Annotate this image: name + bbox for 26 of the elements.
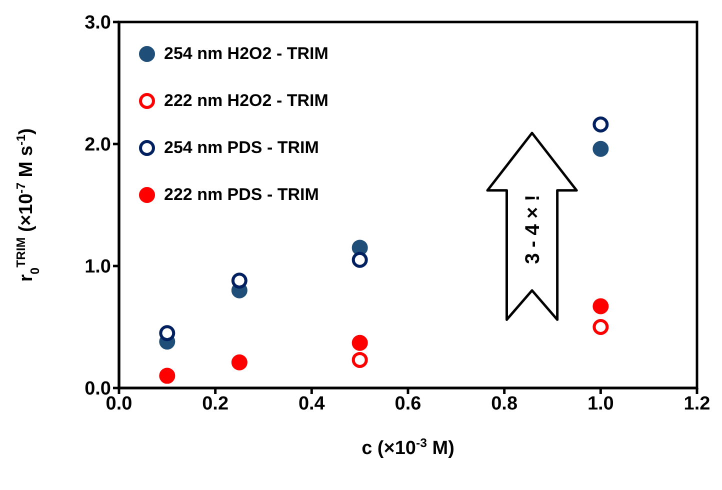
point	[352, 334, 368, 351]
point	[592, 319, 609, 335]
x-tick-label: 0.6	[394, 393, 422, 414]
x-tick-label: 1.0	[587, 393, 614, 414]
legend-label: 222 nm PDS - TRIM	[164, 184, 319, 204]
y-tick-label: 3.0	[84, 12, 111, 34]
point	[159, 325, 176, 342]
point	[159, 368, 176, 384]
x-tick-label: 0.8	[491, 393, 518, 414]
legend-label: 254 nm PDS - TRIM	[164, 138, 319, 158]
y-tick-label: 2.0	[84, 134, 111, 156]
y-tick-label: 1.0	[84, 256, 111, 278]
legend-label: 222 nm H2O2 - TRIM	[164, 90, 328, 110]
legend-label: 254 nm H2O2 - TRIM	[164, 44, 328, 64]
x-axis-title: c (×10$^{-3}$ M)	[362, 436, 454, 459]
x-tick-label: 0.4	[298, 393, 326, 414]
point	[231, 354, 248, 370]
x-tick-label: 0.2	[202, 393, 229, 414]
point	[592, 140, 609, 157]
annotation: 3 - 4 × !	[522, 194, 544, 264]
point	[352, 252, 368, 268]
point	[352, 352, 368, 368]
point	[592, 116, 609, 132]
x-tick-label: 1.2	[684, 393, 710, 414]
point	[592, 298, 609, 314]
point	[231, 272, 248, 289]
